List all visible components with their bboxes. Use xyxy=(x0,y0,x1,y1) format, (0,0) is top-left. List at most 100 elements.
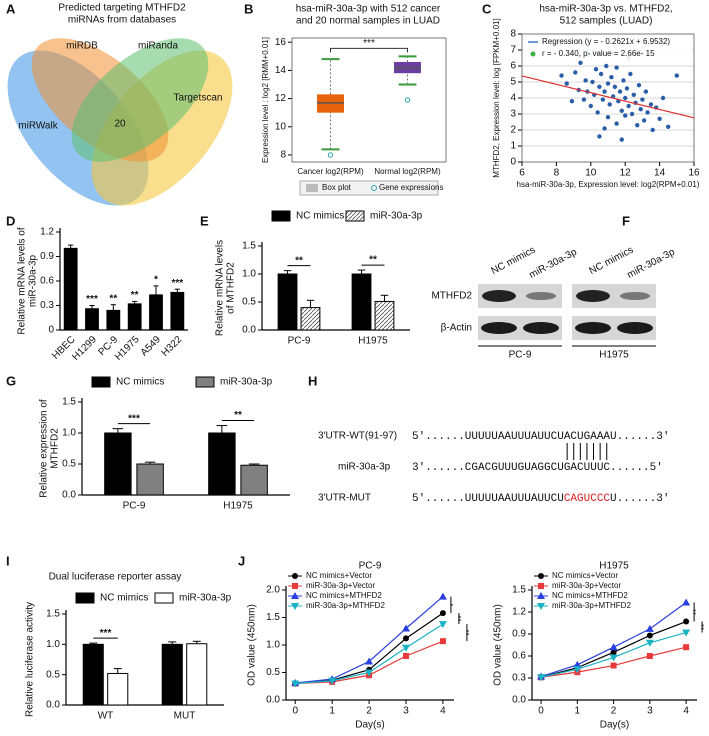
bar xyxy=(107,672,129,706)
venn-title: Predicted targeting MTHFD2 xyxy=(58,3,186,14)
y-tick-label: 1.5 xyxy=(46,609,60,620)
point xyxy=(640,97,645,102)
marker xyxy=(537,592,545,599)
point xyxy=(602,89,607,94)
significance-label: ** xyxy=(700,624,709,630)
legend-swatch xyxy=(75,592,95,604)
significance-label: ** xyxy=(369,255,377,266)
panel-label: E xyxy=(200,213,209,228)
significance-bracket xyxy=(330,47,408,53)
point xyxy=(588,103,593,109)
significance-label: ** xyxy=(131,290,139,301)
y-tick-label: 12 xyxy=(275,93,287,104)
bar xyxy=(106,309,121,331)
y-tick-label: 4 xyxy=(510,93,516,104)
cell-label: H1975 xyxy=(599,350,629,361)
band xyxy=(575,322,611,334)
band xyxy=(526,292,556,300)
point xyxy=(617,89,623,94)
y-tick-label: 16 xyxy=(275,37,287,48)
marker xyxy=(609,654,618,662)
point xyxy=(590,79,595,85)
bar xyxy=(161,643,183,706)
point xyxy=(621,78,626,83)
marker xyxy=(291,603,299,610)
marker xyxy=(403,635,409,642)
y-tick-label: 1.5 xyxy=(512,585,526,596)
y-tick-label: 0.6 xyxy=(512,651,526,662)
chart-title: hsa-miR-30a-3p vs. MTHFD2, xyxy=(539,4,672,15)
legend-label: r = - 0.340, p- value = 2.66e- 15 xyxy=(542,49,655,58)
marker xyxy=(645,624,654,632)
marker xyxy=(328,677,337,685)
marker xyxy=(291,592,299,599)
panel-label: G xyxy=(6,373,16,388)
sequence: 5'......UUUUUAAUUUAUUCUACUGAAAU......3' xyxy=(412,431,669,443)
y-tick-label: 0.5 xyxy=(242,297,256,308)
y-tick-label: 0 xyxy=(48,325,54,336)
marker xyxy=(682,598,691,606)
y-tick-label: 0.3 xyxy=(40,300,54,311)
significance-label: ** xyxy=(457,615,466,621)
x-tick-label: 3 xyxy=(403,706,409,717)
bar xyxy=(104,432,132,496)
x-tick-label: WT xyxy=(98,711,114,722)
y-tick-label: 2 xyxy=(510,125,516,136)
y-axis-label: Relative luciferase activity xyxy=(25,602,36,717)
x-tick-label: 12 xyxy=(620,168,632,179)
point xyxy=(666,124,671,129)
legend-swatch xyxy=(371,185,377,191)
x-tick-label: 16 xyxy=(688,168,700,179)
significance-label: *** xyxy=(363,38,375,49)
point xyxy=(624,86,630,91)
sequence: 5'......UUUUUAAUUUAUUCUCAGUCCCU......3' xyxy=(412,493,669,505)
y-axis-label: Relative expression of xyxy=(39,399,50,498)
y-axis-label: miR-30a-3p xyxy=(28,254,39,307)
panel-label: I xyxy=(6,553,10,568)
legend-label: NC mimics xyxy=(100,593,148,604)
point xyxy=(607,102,612,107)
legend-label: Gene expressions xyxy=(379,183,443,192)
significance-label: *** xyxy=(171,278,183,289)
venn-set-label: miRanda xyxy=(138,41,178,52)
venn-title: miRNAs from databases xyxy=(68,15,176,26)
point xyxy=(595,110,600,115)
chart-title: hsa-miR-30a-3p with 512 cancer xyxy=(296,4,441,15)
x-tick-label: Normal log2(RPM) xyxy=(374,167,441,176)
significance-label: *** xyxy=(100,628,112,639)
legend-frame xyxy=(299,180,439,196)
legend-label: miR-30a-3p xyxy=(220,377,273,388)
point xyxy=(602,126,607,131)
y-axis-label: Expression level : log2 [RMM+0.01] xyxy=(261,37,270,163)
x-tick-label: 6 xyxy=(519,168,525,179)
bar xyxy=(63,247,78,331)
venn-diagram: A Predicted targeting MTHFD2 miRNAs from… xyxy=(6,1,233,206)
marker xyxy=(610,649,617,656)
marker xyxy=(645,639,654,647)
regression-line xyxy=(521,75,695,119)
x-tick-label: 2 xyxy=(611,706,617,717)
band xyxy=(481,322,517,334)
legend-label: miR-30a-3p xyxy=(179,593,232,604)
x-tick-label: 3 xyxy=(647,706,653,717)
marker xyxy=(537,603,545,610)
point xyxy=(573,70,578,75)
y-tick-label: 10 xyxy=(275,121,287,132)
legend-swatch xyxy=(530,51,536,57)
y-axis-label: Relative mRNA levels xyxy=(215,240,226,336)
point xyxy=(581,97,587,102)
y-tick-label: 0.5 xyxy=(46,669,60,680)
legend-label: miR-30a-3p+Vector xyxy=(552,581,621,590)
legend-label: Regression (y = - 0.2621x + 6.9532) xyxy=(542,37,670,46)
y-tick-label: 8 xyxy=(280,150,286,161)
chart-title: Dual luciferase reporter assay xyxy=(49,572,182,583)
legend-label: NC mimics xyxy=(116,377,164,388)
point xyxy=(619,137,624,142)
marker xyxy=(292,583,298,589)
significance-label: ** xyxy=(109,293,117,304)
point xyxy=(614,121,619,126)
y-tick-label: 0.9 xyxy=(512,629,526,640)
significance-label: ** xyxy=(692,609,701,615)
venn-set-label: Targetscan xyxy=(174,93,223,104)
x-tick-label: 1 xyxy=(575,706,581,717)
